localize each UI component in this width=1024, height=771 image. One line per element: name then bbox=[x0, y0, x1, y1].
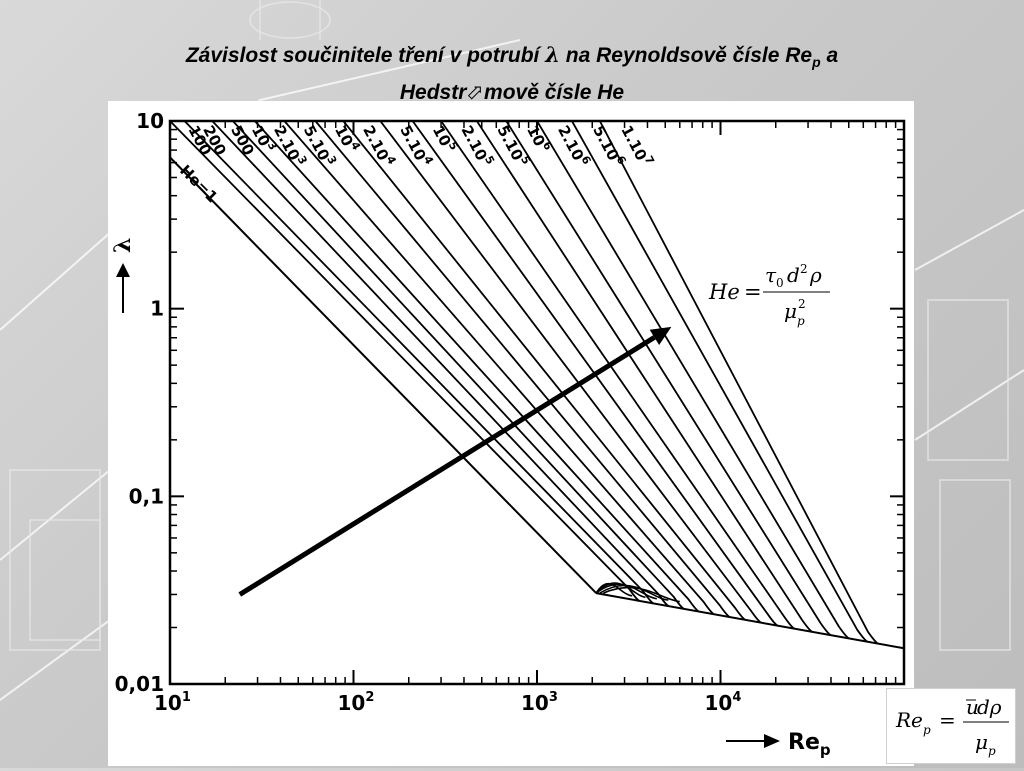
he-formula-lhs: He bbox=[708, 280, 740, 304]
hedstrom-curve bbox=[505, 120, 832, 636]
title-text-4: Hedstr bbox=[399, 81, 467, 105]
rep-formula-u: u bbox=[966, 695, 979, 719]
series-label: 2.104 bbox=[359, 121, 399, 171]
he-formula-tau-sub: 0 bbox=[776, 276, 784, 290]
he-formula-rho: ρ bbox=[809, 263, 822, 287]
title-text-2: na Reynoldsově čísle Re bbox=[559, 44, 813, 67]
plot-frame bbox=[168, 119, 906, 686]
rep-formula-lhs-sub: p bbox=[923, 723, 931, 737]
title-subscript: p bbox=[812, 54, 821, 71]
y-tick-label: 0,1 bbox=[129, 484, 164, 508]
hedstrom-curve bbox=[169, 120, 640, 602]
y-tick-label: 0,01 bbox=[115, 672, 164, 696]
he-formula-mu-sub: p bbox=[797, 314, 805, 328]
x-tick-label: 102 bbox=[338, 690, 375, 715]
hedstrom-direction-arrowhead bbox=[649, 326, 672, 346]
rep-formula-box: Re p = u dρ μ p bbox=[886, 688, 1016, 764]
series-label: He=1 bbox=[176, 161, 221, 206]
hedstrom-curve bbox=[314, 120, 731, 618]
series-label: 2.105 bbox=[458, 121, 498, 170]
title-text-1: Závislost součinitele tření v potrubí bbox=[185, 44, 546, 67]
rep-formula-equals: = bbox=[939, 708, 956, 732]
hedstrom-curve bbox=[411, 120, 778, 627]
rep-formula-num-rest: dρ bbox=[977, 695, 1002, 719]
turbulent-line bbox=[595, 592, 905, 650]
title-text-3: a bbox=[820, 44, 839, 67]
x-axis-arrowhead bbox=[764, 734, 780, 748]
y-tick-label: 10 bbox=[136, 109, 164, 133]
laminar-line bbox=[169, 156, 597, 594]
hedstrom-curve bbox=[476, 120, 813, 633]
hedstrom-curve bbox=[232, 120, 685, 610]
he-formula-d: d bbox=[787, 263, 800, 287]
x-tick-label: 103 bbox=[521, 690, 558, 715]
hedstrom-curve bbox=[342, 120, 746, 621]
series-labels-group: He=11002005001032.1035.1031042.1045.1041… bbox=[176, 121, 657, 206]
hedstrom-direction-arrow bbox=[238, 335, 656, 597]
he-formula-equals: = bbox=[744, 280, 762, 304]
rep-formula-mu-sub: p bbox=[988, 744, 996, 758]
he-formula: He = τ 0 d 2 ρ μ p 2 bbox=[708, 262, 830, 328]
hedstrom-curve bbox=[183, 120, 654, 605]
hedstrom-curve bbox=[440, 120, 795, 630]
transition-bump bbox=[603, 586, 680, 603]
title-text-5: mově čísle He bbox=[484, 81, 625, 105]
hedstrom-curve bbox=[379, 120, 762, 624]
friction-factor-chart: He=11002005001032.1035.1031042.1045.1041… bbox=[110, 109, 925, 759]
hedstrom-curve bbox=[571, 120, 868, 643]
y-axis-arrowhead bbox=[116, 263, 130, 277]
rep-formula-lhs: Re bbox=[895, 708, 923, 732]
curves-group bbox=[169, 120, 905, 650]
hedstrom-curve bbox=[536, 120, 850, 640]
he-formula-mu: μ bbox=[784, 299, 797, 323]
x-tick-label: 101 bbox=[154, 690, 191, 715]
title-lambda: λ bbox=[545, 42, 560, 67]
slide-title: Závislost součinitele tření v potrubí λ … bbox=[40, 40, 984, 107]
series-label: 2.106 bbox=[554, 121, 594, 171]
hedstrom-curve bbox=[211, 120, 669, 607]
rep-formula: Re p = u dρ μ p bbox=[895, 695, 1009, 758]
hedstrom-curve bbox=[254, 120, 700, 613]
he-formula-tau: τ bbox=[765, 263, 777, 287]
he-formula-d-sup: 2 bbox=[800, 262, 808, 276]
y-tick-label: 1 bbox=[150, 297, 164, 321]
x-axis-label: Rep bbox=[788, 730, 831, 759]
chart-panel: He=1 100 200 500 103 2.103 5.103 104 2.104 5.104 1… bbox=[108, 101, 925, 766]
transition-bump bbox=[595, 582, 633, 597]
title-glyph: ⬀ bbox=[466, 79, 485, 105]
he-formula-mu-sup: 2 bbox=[798, 297, 806, 311]
rep-formula-mu: μ bbox=[975, 730, 988, 754]
x-tick-label: 104 bbox=[705, 690, 742, 715]
hedstrom-curve bbox=[599, 120, 879, 645]
hedstrom-curve bbox=[283, 120, 715, 615]
y-axis-label: λ bbox=[110, 238, 136, 253]
